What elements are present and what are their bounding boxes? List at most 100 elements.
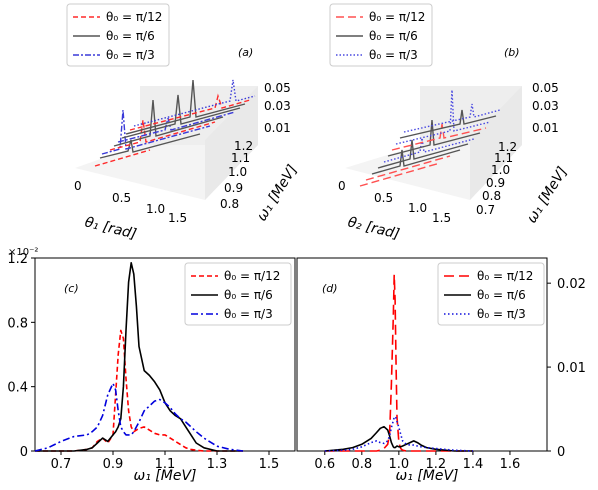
x-tick-label: 1.1 [155,457,176,472]
y-tick-label: 0.8 [7,316,28,331]
legend-entry: θ₀ = π/3 [477,307,526,321]
panel-a: (a) 0.01 0.03 0.05 0 0.5 1.0 1.5 0.8 0.9… [66,3,301,243]
ztick-label: 0.03 [532,99,559,113]
x-axis-label-c: ω₁ [MeV] [134,468,197,484]
legend-b: θ₀ = π/12 θ₀ = π/6 θ₀ = π/3 [329,3,433,67]
series-line [35,261,243,452]
series-line [324,273,473,452]
xtick-label: 1.5 [432,211,451,225]
ztick-label: 0.01 [532,121,559,135]
ticks-d: 0.6 0.8 1.0 1.2 1.4 1.6 0 0.01 0.02 [314,277,586,472]
x-tick-label: 1.3 [207,457,228,472]
ztick-labels-b: 0.01 0.03 0.05 [532,81,559,135]
ztick-labels-a: 0.01 0.03 0.05 [264,81,291,135]
legend-entry: θ₀ = π/6 [477,288,526,302]
y-tick-label: 0.02 [557,277,586,292]
ytick-label: 0.8 [220,197,239,211]
ytick-label: 1.1 [494,151,513,165]
xtick-label: 1.0 [146,202,165,216]
legend-entry: θ₀ = π/3 [224,307,273,321]
y-tick-label: 0.01 [557,361,586,376]
xtick-label: 0.5 [112,191,131,205]
panel-c: ×10⁻² (c) ω₁ [MeV] 0.7 0.9 1.1 1.3 1.500.40.… [7,247,296,484]
legend-entry: θ₀ = π/6 [224,288,273,302]
x-tick-label: 0.7 [51,457,72,472]
y-tick-label: 0 [20,445,28,460]
ztick-label: 0.05 [532,81,559,95]
xtick-label: 1.5 [168,211,187,225]
y-axis-label-a: ω₁ [MeV] [254,162,301,224]
panel-label-a: (a) [238,46,253,59]
ztick-label: 0.01 [264,121,291,135]
waterfall-lines-a [94,79,256,167]
side-wall-b [470,86,522,200]
legend-entry: θ₀ = π/3 [369,48,418,62]
xtick-labels-a: 0 0.5 1.0 1.5 [74,179,187,225]
plot-frame-d [296,257,548,452]
x-tick-label: 1.6 [500,457,521,472]
series-line [34,382,244,452]
legend-d: θ₀ = π/12 θ₀ = π/6 θ₀ = π/3 [437,262,545,326]
x-tick-label: 1.4 [463,457,484,472]
x-tick-label: 1.5 [259,457,280,472]
panel-label-c: (c) [64,282,79,295]
y-tick-label: 0.4 [7,381,28,396]
ztick-label: 0.03 [264,99,291,113]
x-axis-label-a: θ₁ [rad] [83,214,138,242]
panel-label-d: (d) [322,282,338,295]
legend-entry: θ₀ = π/12 [369,10,425,24]
panel-d: (d) ω₁ [MeV] 0.6 0.8 1.0 1.2 1.4 1.6 0 0.01 0.02… [296,257,586,484]
ytick-label: 1.2 [234,139,253,153]
side-wall-a [205,86,258,200]
ytick-labels-a: 0.8 0.9 1.0 1.1 1.2 [220,139,253,211]
legend-entry: θ₀ = π/12 [477,269,533,283]
legend-box [184,262,292,326]
legend-box [437,262,545,326]
legend-entry: θ₀ = π/12 [224,269,280,283]
ytick-label: 1.0 [228,165,247,179]
xtick-label: 0 [338,179,346,193]
series-lines-c [34,261,244,452]
panel-b: (b) 0.01 0.03 0.05 0 0.5 1.0 1.5 0.7 0.8… [329,3,571,243]
xtick-label: 0.5 [374,191,393,205]
legend-entry: θ₀ = π/12 [106,10,162,24]
legend-box [66,3,170,67]
x-tick-label: 1.2 [426,457,447,472]
x-tick-label: 0.9 [103,457,124,472]
legend-c: θ₀ = π/12 θ₀ = π/6 θ₀ = π/3 [184,262,292,326]
ytick-label: 0.8 [482,189,501,203]
y-axis-label-b: ω₁ [MeV] [524,164,571,226]
xtick-label: 1.0 [408,201,427,215]
x-tick-label: 0.8 [351,457,372,472]
y-tick-label: 1.2 [7,252,28,267]
x-axis-label-d: ω₁ [MeV] [396,468,459,484]
series-line [35,329,243,452]
ytick-labels-b: 0.7 0.8 0.9 1.0 1.1 1.2 [476,140,517,217]
ytick-label: 1.0 [491,163,510,177]
legend-box [329,3,433,67]
xtick-labels-b: 0 0.5 1.0 1.5 [338,179,451,225]
y-tick-label: 0 [557,445,565,460]
multiplier-label-c: ×10⁻² [8,247,38,258]
ytick-label: 1.1 [231,151,250,165]
legend-entry: θ₀ = π/6 [106,29,155,43]
ytick-label: 0.7 [476,203,495,217]
waterfall-lines-b [359,89,501,187]
series-line [324,415,473,452]
x-tick-label: 1.0 [389,457,410,472]
legend-entry: θ₀ = π/3 [106,48,155,62]
ztick-label: 0.05 [264,81,291,95]
series-lines-d [324,273,473,452]
xtick-label: 0 [74,179,82,193]
panel-label-b: (b) [504,46,520,59]
series-line [324,425,473,452]
legend-entry: θ₀ = π/6 [369,29,418,43]
legend-a: θ₀ = π/12 θ₀ = π/6 θ₀ = π/3 [66,3,170,67]
ticks-c: 0.7 0.9 1.1 1.3 1.5 0 0.4 0.8 1.2 [7,252,279,472]
ytick-label: 1.2 [498,140,517,154]
x-tick-label: 0.6 [314,457,335,472]
ytick-label: 0.9 [486,176,505,190]
x-axis-label-b: θ₂ [rad] [346,214,401,242]
ytick-label: 0.9 [224,181,243,195]
